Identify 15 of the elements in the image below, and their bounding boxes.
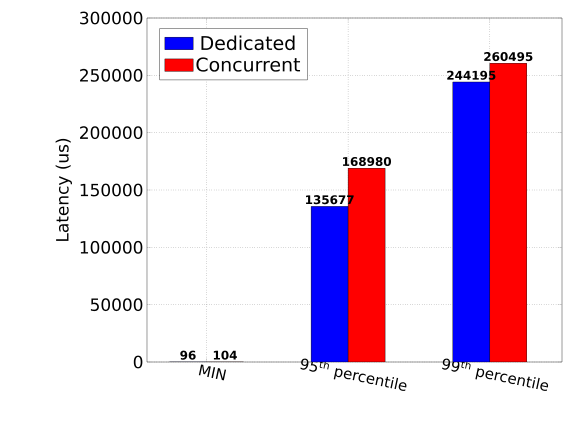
legend-label: Dedicated	[201, 36, 295, 50]
data-label: 168980	[343, 156, 392, 166]
data-label: 260495	[484, 52, 532, 62]
y-axis-title: Latency (us)	[56, 138, 72, 241]
y-tick-label: 200000	[80, 126, 142, 140]
y-tick-label: 50000	[90, 298, 142, 312]
y-tick-label: 150000	[80, 184, 142, 196]
data-label: 96	[180, 350, 196, 360]
legend-label: Concurrent	[196, 57, 300, 72]
y-tick-label: 0	[134, 356, 142, 368]
y-tick-label: 300000	[80, 12, 142, 24]
y-tick-label: 100000	[80, 240, 142, 254]
y-tick-label: 250000	[80, 68, 142, 82]
data-label: 104	[214, 350, 237, 360]
x-tick-label: MIN	[198, 364, 226, 380]
